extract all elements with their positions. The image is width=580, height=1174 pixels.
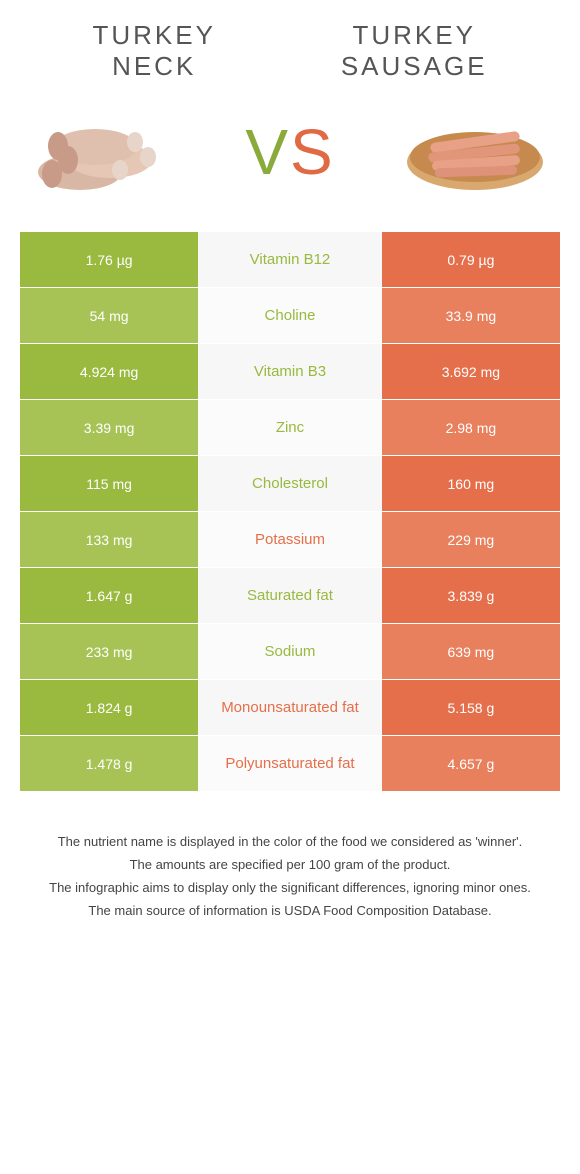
nutrient-name: Vitamin B12: [198, 232, 382, 287]
right-value: 2.98 mg: [382, 400, 560, 455]
table-row: 1.824 gMonounsaturated fat5.158 g: [20, 680, 560, 736]
nutrient-name: Sodium: [198, 624, 382, 679]
footer-line: The main source of information is USDA F…: [25, 901, 555, 922]
right-value: 5.158 g: [382, 680, 560, 735]
left-value: 4.924 mg: [20, 344, 198, 399]
right-value: 3.839 g: [382, 568, 560, 623]
left-value: 1.478 g: [20, 736, 198, 791]
left-value: 1.76 µg: [20, 232, 198, 287]
table-row: 1.76 µgVitamin B120.79 µg: [20, 232, 560, 288]
right-value: 4.657 g: [382, 736, 560, 791]
versus-row: VS: [0, 92, 580, 232]
nutrient-name: Cholesterol: [198, 456, 382, 511]
nutrient-name: Polyunsaturated fat: [198, 736, 382, 791]
nutrient-name: Zinc: [198, 400, 382, 455]
left-value: 133 mg: [20, 512, 198, 567]
table-row: 233 mgSodium639 mg: [20, 624, 560, 680]
nutrient-name: Vitamin B3: [198, 344, 382, 399]
table-row: 3.39 mgZinc2.98 mg: [20, 400, 560, 456]
right-value: 639 mg: [382, 624, 560, 679]
comparison-table: 1.76 µgVitamin B120.79 µg54 mgCholine33.…: [20, 232, 560, 792]
right-value: 33.9 mg: [382, 288, 560, 343]
table-row: 1.478 gPolyunsaturated fat4.657 g: [20, 736, 560, 792]
left-value: 54 mg: [20, 288, 198, 343]
vs-v-letter: V: [245, 116, 290, 188]
nutrient-name: Monounsaturated fat: [198, 680, 382, 735]
table-row: 115 mgCholesterol160 mg: [20, 456, 560, 512]
turkey-neck-image: [30, 102, 180, 202]
right-value: 229 mg: [382, 512, 560, 567]
table-row: 1.647 gSaturated fat3.839 g: [20, 568, 560, 624]
left-food-title: TURKEY NECK: [92, 20, 215, 82]
vs-label: VS: [245, 115, 334, 189]
table-row: 133 mgPotassium229 mg: [20, 512, 560, 568]
footer-line: The infographic aims to display only the…: [25, 878, 555, 899]
turkey-sausage-image: [400, 102, 550, 202]
footer-notes: The nutrient name is displayed in the co…: [0, 792, 580, 921]
left-value: 1.647 g: [20, 568, 198, 623]
left-value: 1.824 g: [20, 680, 198, 735]
nutrient-name: Saturated fat: [198, 568, 382, 623]
left-value: 115 mg: [20, 456, 198, 511]
right-food-title: TURKEY SAUSAGE: [341, 20, 488, 82]
table-row: 54 mgCholine33.9 mg: [20, 288, 560, 344]
left-value: 3.39 mg: [20, 400, 198, 455]
right-value: 3.692 mg: [382, 344, 560, 399]
header: TURKEY NECK TURKEY SAUSAGE: [0, 0, 580, 92]
right-value: 0.79 µg: [382, 232, 560, 287]
footer-line: The amounts are specified per 100 gram o…: [25, 855, 555, 876]
nutrient-name: Potassium: [198, 512, 382, 567]
right-value: 160 mg: [382, 456, 560, 511]
table-row: 4.924 mgVitamin B33.692 mg: [20, 344, 560, 400]
left-value: 233 mg: [20, 624, 198, 679]
nutrient-name: Choline: [198, 288, 382, 343]
footer-line: The nutrient name is displayed in the co…: [25, 832, 555, 853]
vs-s-letter: S: [290, 116, 335, 188]
